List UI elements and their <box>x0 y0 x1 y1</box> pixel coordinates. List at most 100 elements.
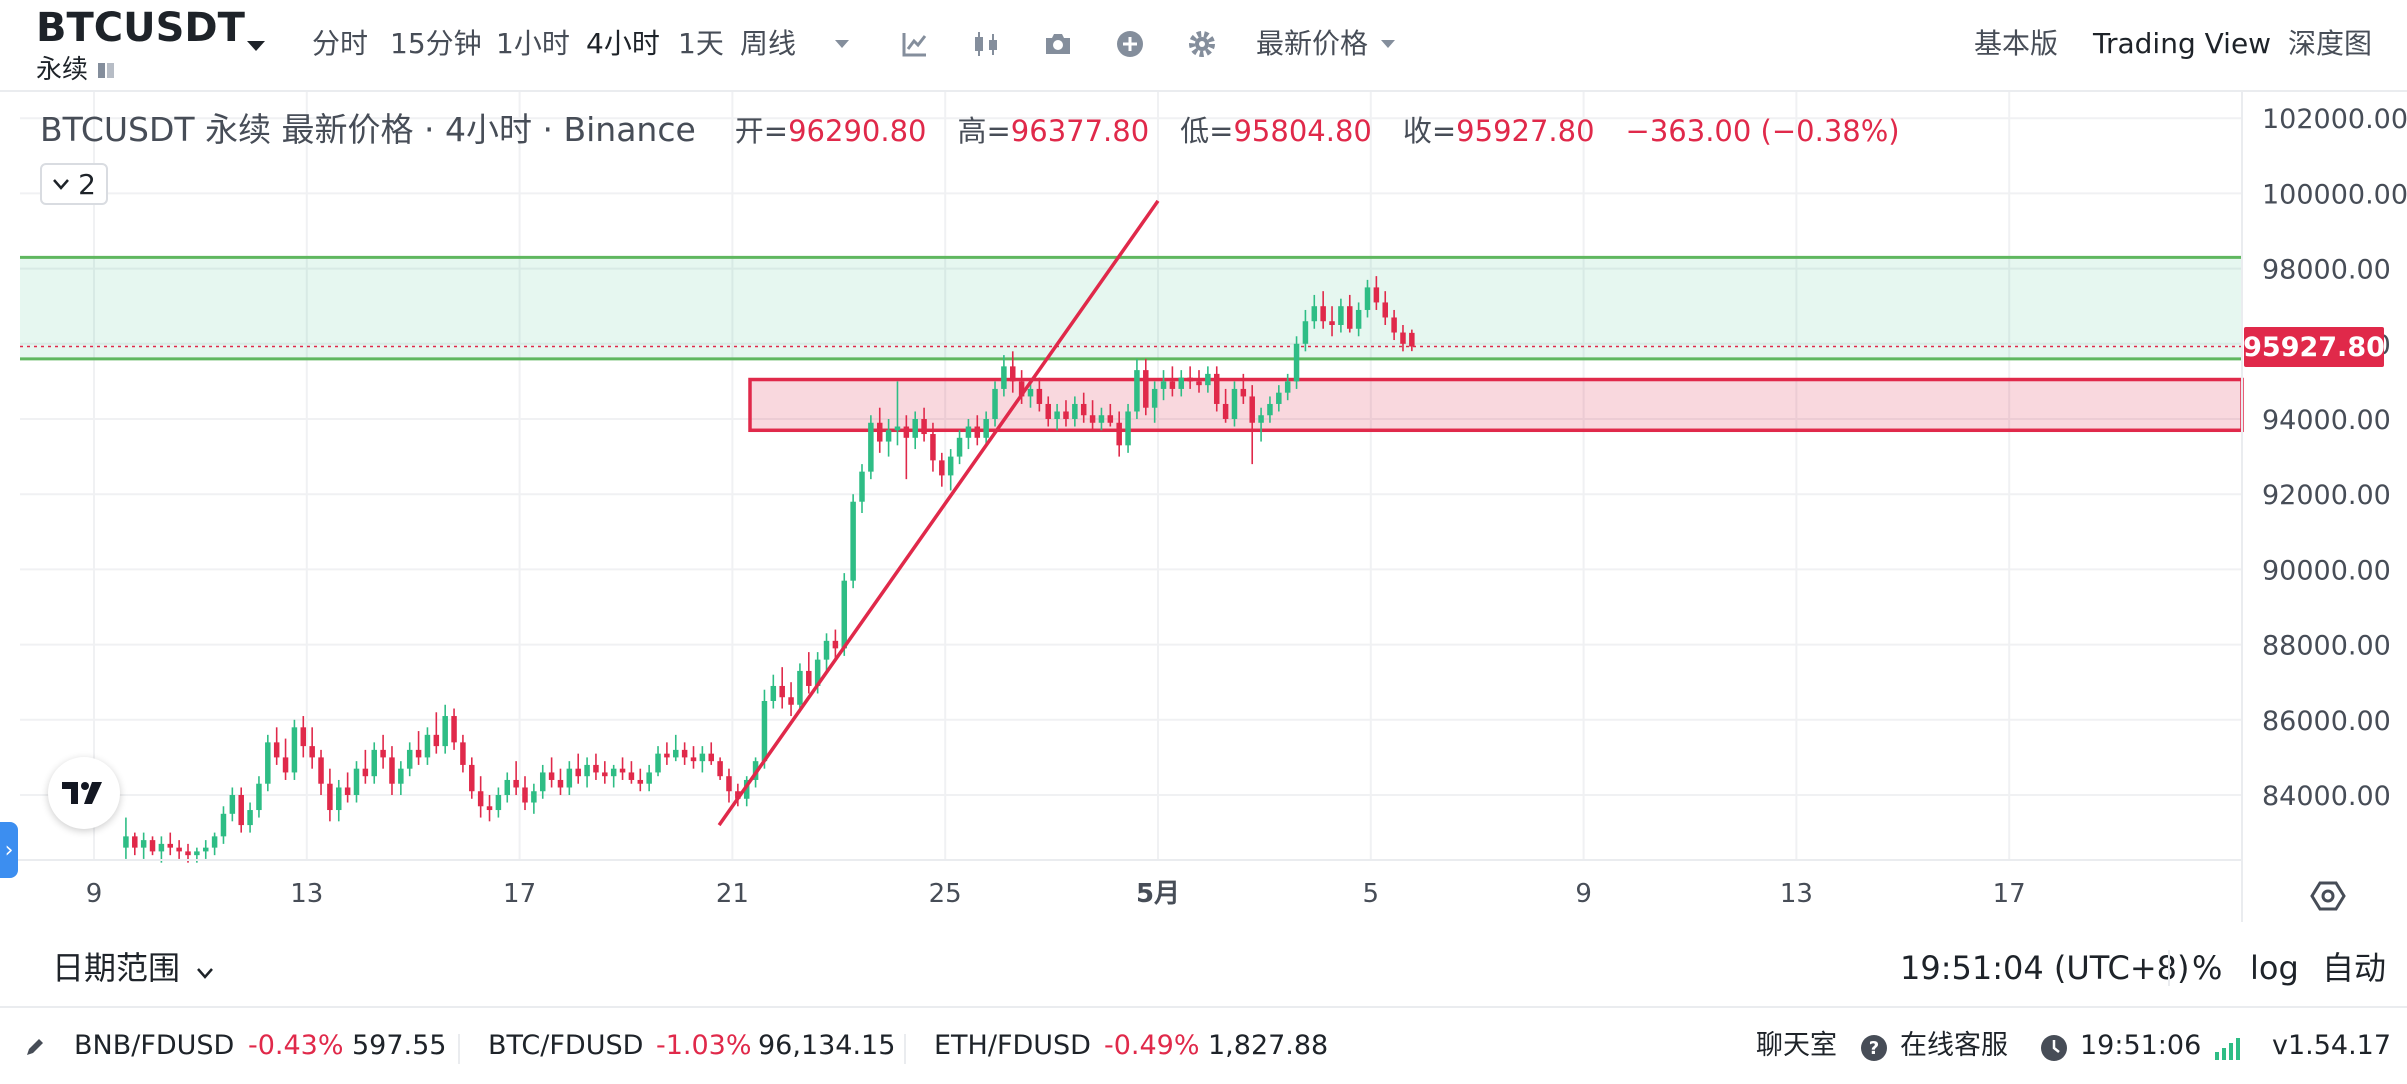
candle-body <box>1018 381 1025 397</box>
help-circle-icon[interactable]: ? <box>1860 1034 1888 1062</box>
candle-body <box>398 768 404 784</box>
candle-body <box>655 753 661 773</box>
interval-tab-1[interactable]: 15分钟 <box>390 27 482 60</box>
candle-body <box>1373 287 1380 303</box>
settings-gear-icon[interactable] <box>1182 24 1222 64</box>
camera-icon[interactable] <box>1038 24 1078 64</box>
candle-body <box>841 580 848 649</box>
candle-body <box>1063 411 1069 419</box>
interval-tab-5[interactable]: 周线 <box>740 27 797 60</box>
ticker-pair-1[interactable]: BTC/FDUSD <box>488 1030 644 1061</box>
candle-body <box>300 727 307 747</box>
candle-body <box>859 471 865 502</box>
candle-body <box>1045 403 1051 419</box>
app-version: v1.54.17 <box>2272 1030 2392 1061</box>
ticker-pair-2[interactable]: ETH/FDUSD <box>934 1030 1091 1061</box>
candle-body <box>522 787 528 803</box>
candle-body <box>247 810 253 826</box>
candle-body <box>513 779 519 788</box>
date-range-select[interactable]: 日期范围 <box>52 946 214 990</box>
candle-body <box>850 501 856 581</box>
candle-body <box>903 426 910 438</box>
candle-body <box>797 670 803 705</box>
chat-room-link[interactable]: 聊天室 <box>1756 1030 1837 1061</box>
candle-body <box>1355 309 1362 329</box>
candle-body <box>291 727 298 773</box>
date-range-label: 日期范围 <box>52 949 181 987</box>
view-depth[interactable]: 深度图 <box>2288 27 2373 60</box>
candle-body <box>965 426 972 438</box>
candle-style-icon[interactable] <box>966 24 1006 64</box>
online-support-link[interactable]: 在线客服 <box>1900 1030 2008 1061</box>
legend-open: 96290.80 <box>788 114 927 148</box>
time-axis-label: 21 <box>716 879 749 909</box>
candle-body <box>566 768 573 788</box>
contract-type-label: 永续 <box>36 55 89 85</box>
candle-body <box>1222 403 1229 419</box>
connection-signal-icon <box>2214 1036 2244 1060</box>
status-clock: 19:51:06 <box>2080 1030 2202 1061</box>
candle-body <box>823 640 830 660</box>
view-basic[interactable]: 基本版 <box>1974 27 2059 60</box>
candle-body <box>1072 403 1078 419</box>
candle-body <box>735 791 741 799</box>
percent-scale-toggle[interactable]: % <box>2192 949 2223 987</box>
time-axis-label: 13 <box>1780 879 1813 909</box>
price-type-chevron-icon[interactable] <box>1368 24 1408 64</box>
interval-tab-4[interactable]: 1天 <box>678 27 724 60</box>
candle-body <box>1276 392 1282 404</box>
candle-body <box>194 851 200 856</box>
candle-body <box>646 772 652 784</box>
candle-body <box>460 742 466 765</box>
candle-body <box>664 753 670 758</box>
candle-body <box>912 419 918 438</box>
interval-tab-3[interactable]: 4小时 <box>586 27 660 60</box>
candle-body <box>575 768 581 777</box>
candle-body <box>1231 388 1238 419</box>
candle-body <box>1267 403 1273 416</box>
candle-body <box>1010 366 1016 382</box>
indicators-icon[interactable] <box>895 24 935 64</box>
interval-tab-2[interactable]: 1小时 <box>496 27 570 60</box>
candle-body <box>1302 321 1309 344</box>
candle-body <box>1240 388 1247 397</box>
candle-body <box>273 742 280 758</box>
candle-body <box>1001 366 1007 389</box>
time-axis-label: 5 <box>1363 879 1380 909</box>
candle-body <box>1382 302 1388 318</box>
log-scale-toggle[interactable]: log <box>2250 949 2299 987</box>
price-axis-label: 86000.00 <box>2262 706 2391 737</box>
indicator-collapse-button[interactable]: 2 <box>40 163 108 205</box>
price-type-select[interactable]: 最新价格 <box>1256 27 1369 60</box>
candle-body <box>1160 381 1167 389</box>
symbol-name[interactable]: BTCUSDT <box>36 5 245 51</box>
candle-body <box>939 460 945 476</box>
edit-pencil-icon[interactable] <box>24 1036 46 1058</box>
tradingview-logo-icon[interactable] <box>48 757 120 829</box>
view-tradingview[interactable]: Trading View <box>2093 27 2272 60</box>
candle-body <box>1036 388 1043 404</box>
candle-body <box>336 787 342 811</box>
chevron-down-icon <box>53 179 70 190</box>
candle-body <box>921 419 927 435</box>
auto-scale-toggle[interactable]: 自动 <box>2322 949 2387 987</box>
candle-body <box>761 701 768 762</box>
axis-settings-icon[interactable] <box>2308 876 2348 916</box>
candle-body <box>584 764 590 777</box>
ticker-pair-0[interactable]: BNB/FDUSD <box>74 1030 235 1061</box>
candle-body <box>486 806 493 811</box>
candle-body <box>504 779 511 795</box>
more-intervals-chevron-icon[interactable] <box>822 24 862 64</box>
symbol-dropdown-icon[interactable] <box>236 26 276 66</box>
time-axis-label: 5月 <box>1136 879 1180 909</box>
candle-body <box>1249 396 1255 423</box>
time-axis-label: 17 <box>1993 879 2026 909</box>
candle-body <box>637 779 644 784</box>
add-icon[interactable] <box>1110 24 1150 64</box>
interval-tab-0[interactable]: 分时 <box>312 27 369 60</box>
candle-body <box>371 749 377 777</box>
price-chart[interactable]: 102000.00100000.0098000.0096000.0094000.… <box>0 92 2407 922</box>
chevron-right-icon: › <box>4 837 14 863</box>
candle-body <box>176 847 182 852</box>
expand-sidebar-handle[interactable]: › <box>0 822 18 878</box>
